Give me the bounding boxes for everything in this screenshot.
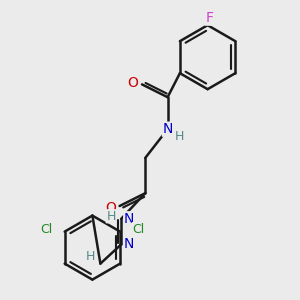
Text: Cl: Cl	[40, 223, 52, 236]
Text: N: N	[124, 212, 134, 226]
Text: H: H	[106, 210, 116, 223]
Text: H: H	[175, 130, 184, 143]
Text: O: O	[105, 201, 116, 214]
Text: F: F	[205, 11, 213, 25]
Text: O: O	[128, 76, 139, 90]
Text: H: H	[85, 250, 95, 263]
Text: N: N	[162, 122, 173, 136]
Text: N: N	[124, 237, 134, 251]
Text: Cl: Cl	[132, 223, 145, 236]
